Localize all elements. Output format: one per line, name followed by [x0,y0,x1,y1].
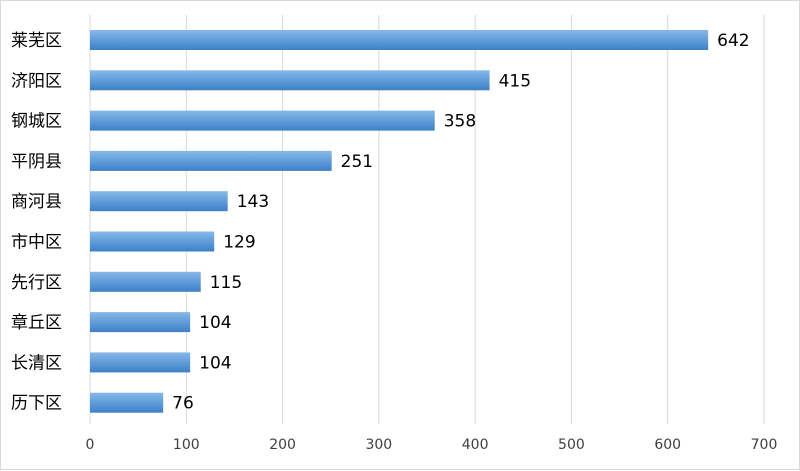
data-label: 358 [444,112,476,132]
category-label: 历下区 [11,394,62,414]
category-label: 商河县 [11,192,62,212]
x-tick-label: 100 [173,437,200,453]
category-label: 济阳区 [11,71,62,91]
bar [90,392,164,413]
bar [90,70,490,91]
category-label: 莱芜区 [11,31,62,51]
x-tick-label: 300 [365,437,392,453]
x-tick-label: 400 [462,437,489,453]
data-label: 415 [499,71,531,91]
category-label: 章丘区 [11,313,62,333]
data-label: 104 [199,313,231,333]
x-tick-label: 600 [654,437,681,453]
data-label: 251 [341,152,373,172]
category-label: 先行区 [11,273,62,293]
bar [90,191,228,212]
labels: 0 100 200 300 400 500 600 700 莱芜区 642 济阳区 415 钢城区 358… [11,31,777,453]
bar [90,110,435,131]
data-label: 76 [172,394,194,414]
data-label: 104 [199,353,231,373]
category-label: 长清区 [11,353,62,373]
bar [90,352,191,373]
data-label: 642 [717,31,749,51]
category-label: 平阴县 [11,152,62,172]
data-label: 129 [223,233,255,253]
data-label: 143 [237,192,269,212]
bar [90,271,201,292]
bar [90,312,191,333]
category-label: 市中区 [11,233,62,253]
x-tick-label: 200 [269,437,296,453]
x-tick-label: 0 [86,437,95,453]
bar [90,30,709,50]
data-label: 115 [210,273,242,293]
category-label: 钢城区 [11,112,62,132]
x-tick-label: 700 [751,437,778,453]
bar [90,150,332,171]
bar [90,231,215,252]
x-tick-label: 500 [558,437,585,453]
bars [90,30,709,413]
